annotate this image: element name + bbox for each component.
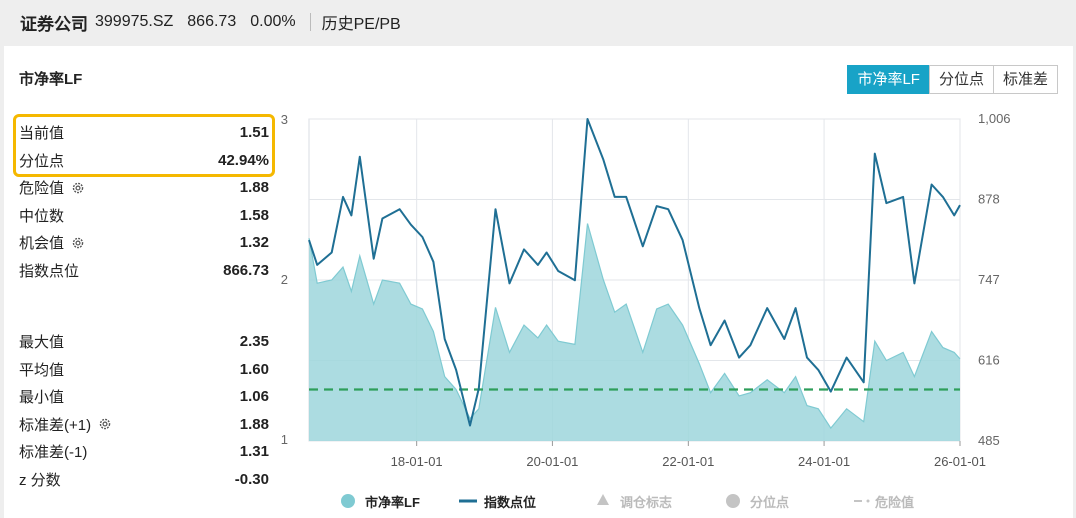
stat-row-mean: 平均值 1.60 <box>19 356 269 384</box>
stat-label: 标准差(-1) <box>19 444 88 462</box>
header-divider <box>309 13 311 31</box>
stat-label: 当前值 <box>19 125 65 143</box>
tab-pb[interactable]: 市净率LF <box>847 65 930 94</box>
legend-rebalance-icon <box>597 494 609 505</box>
header-bar: 证券公司 399975.SZ 866.73 0.00% 历史PE/PB <box>0 0 1076 44</box>
x-tick-label: 18-01-01 <box>391 454 443 469</box>
stat-row-std-plus: 标准差(+1) 1.88 <box>19 411 269 439</box>
y-right-tick-label: 485 <box>978 433 1000 448</box>
legend-pb-icon <box>341 494 355 508</box>
stat-row-current: 当前值 1.51 <box>19 119 269 147</box>
x-tick-label: 26-01-01 <box>934 454 986 469</box>
gear-icon[interactable] <box>98 417 112 431</box>
stat-row-opportunity: 机会值 1.32 <box>19 229 269 257</box>
stat-row-std-minus: 标准差(-1) 1.31 <box>19 438 269 466</box>
y-right-tick-label: 616 <box>978 353 1000 368</box>
stat-value: 1.58 <box>239 206 269 224</box>
metric-tab-group: 市净率LF 分位点 标准差 <box>847 65 1058 94</box>
stats-bottom: 最大值 2.35 平均值 1.60 最小值 1.06 标准差(+1) 1.88 标准差… <box>19 328 269 493</box>
legend-label: 分位点 <box>750 495 789 510</box>
index-code: 399975.SZ <box>95 13 174 30</box>
stat-row-median: 中位数 1.58 <box>19 202 269 230</box>
stats-top: 当前值 1.51 分位点 42.94% 危险值 1.88 中位数 1.58 机会值 1… <box>19 119 269 284</box>
stat-value: 1.31 <box>239 443 269 461</box>
highlight-box <box>13 114 275 177</box>
stat-value: 1.51 <box>239 124 269 142</box>
stat-label: 机会值 <box>19 235 65 253</box>
index-line <box>308 118 961 427</box>
y-left-tick-label: 3 <box>281 112 288 127</box>
stat-label: 危险值 <box>19 180 65 198</box>
legend-label: 指数点位 <box>484 495 536 510</box>
pb-line <box>308 223 961 430</box>
index-price: 866.73 <box>187 13 237 30</box>
stat-label: 平均值 <box>19 361 65 379</box>
stat-value: 42.94% <box>218 151 269 169</box>
index-name: 证券公司 <box>20 14 88 34</box>
stat-label: 最小值 <box>19 389 65 407</box>
stat-value: 1.32 <box>239 234 269 252</box>
stat-value: 1.88 <box>239 415 269 433</box>
stat-label: 中位数 <box>19 207 65 225</box>
stat-row-min: 最小值 1.06 <box>19 383 269 411</box>
stat-label: z 分数 <box>19 471 61 489</box>
x-tick-label: 20-01-01 <box>526 454 578 469</box>
gear-icon[interactable] <box>71 236 85 250</box>
stat-value: -0.30 <box>234 470 269 488</box>
stat-row-zscore: z 分数 -0.30 <box>19 466 269 494</box>
stat-value: 2.35 <box>239 333 269 351</box>
stat-row-index-level: 指数点位 866.73 <box>19 257 269 285</box>
y-right-tick-label: 878 <box>978 192 1000 207</box>
stat-value: 1.60 <box>239 360 269 378</box>
legend-percentile-icon <box>726 494 740 508</box>
x-tick-label: 24-01-01 <box>798 454 850 469</box>
legend-label: 危险值 <box>875 495 914 510</box>
stat-label: 标准差(+1) <box>19 416 92 434</box>
pb-area <box>309 223 960 441</box>
x-tick-label: 22-01-01 <box>662 454 714 469</box>
stat-value: 1.88 <box>239 179 269 197</box>
y-left-tick-label: 2 <box>281 272 288 287</box>
card-title: 市净率LF <box>19 71 83 88</box>
legend-label: 调仓标志 <box>620 495 672 510</box>
stat-label: 指数点位 <box>19 262 80 280</box>
section-title: 历史PE/PB <box>321 16 401 33</box>
stat-row-danger: 危险值 1.88 <box>19 174 269 202</box>
stat-row-percentile: 分位点 42.94% <box>19 147 269 175</box>
gear-icon[interactable] <box>71 181 85 195</box>
y-right-tick-label: 747 <box>978 272 1000 287</box>
stat-value: 866.73 <box>223 261 269 279</box>
index-change: 0.00% <box>250 13 296 30</box>
y-left-tick-label: 1 <box>281 432 288 447</box>
legend-danger-dot <box>866 499 870 503</box>
legend-label: 市净率LF <box>365 495 420 510</box>
stat-label: 分位点 <box>19 152 65 170</box>
stat-row-max: 最大值 2.35 <box>19 328 269 356</box>
y-right-tick-label: 1,006 <box>978 111 1011 126</box>
stat-label: 最大值 <box>19 334 65 352</box>
tab-std[interactable]: 标准差 <box>992 65 1058 94</box>
stat-value: 1.06 <box>239 388 269 406</box>
